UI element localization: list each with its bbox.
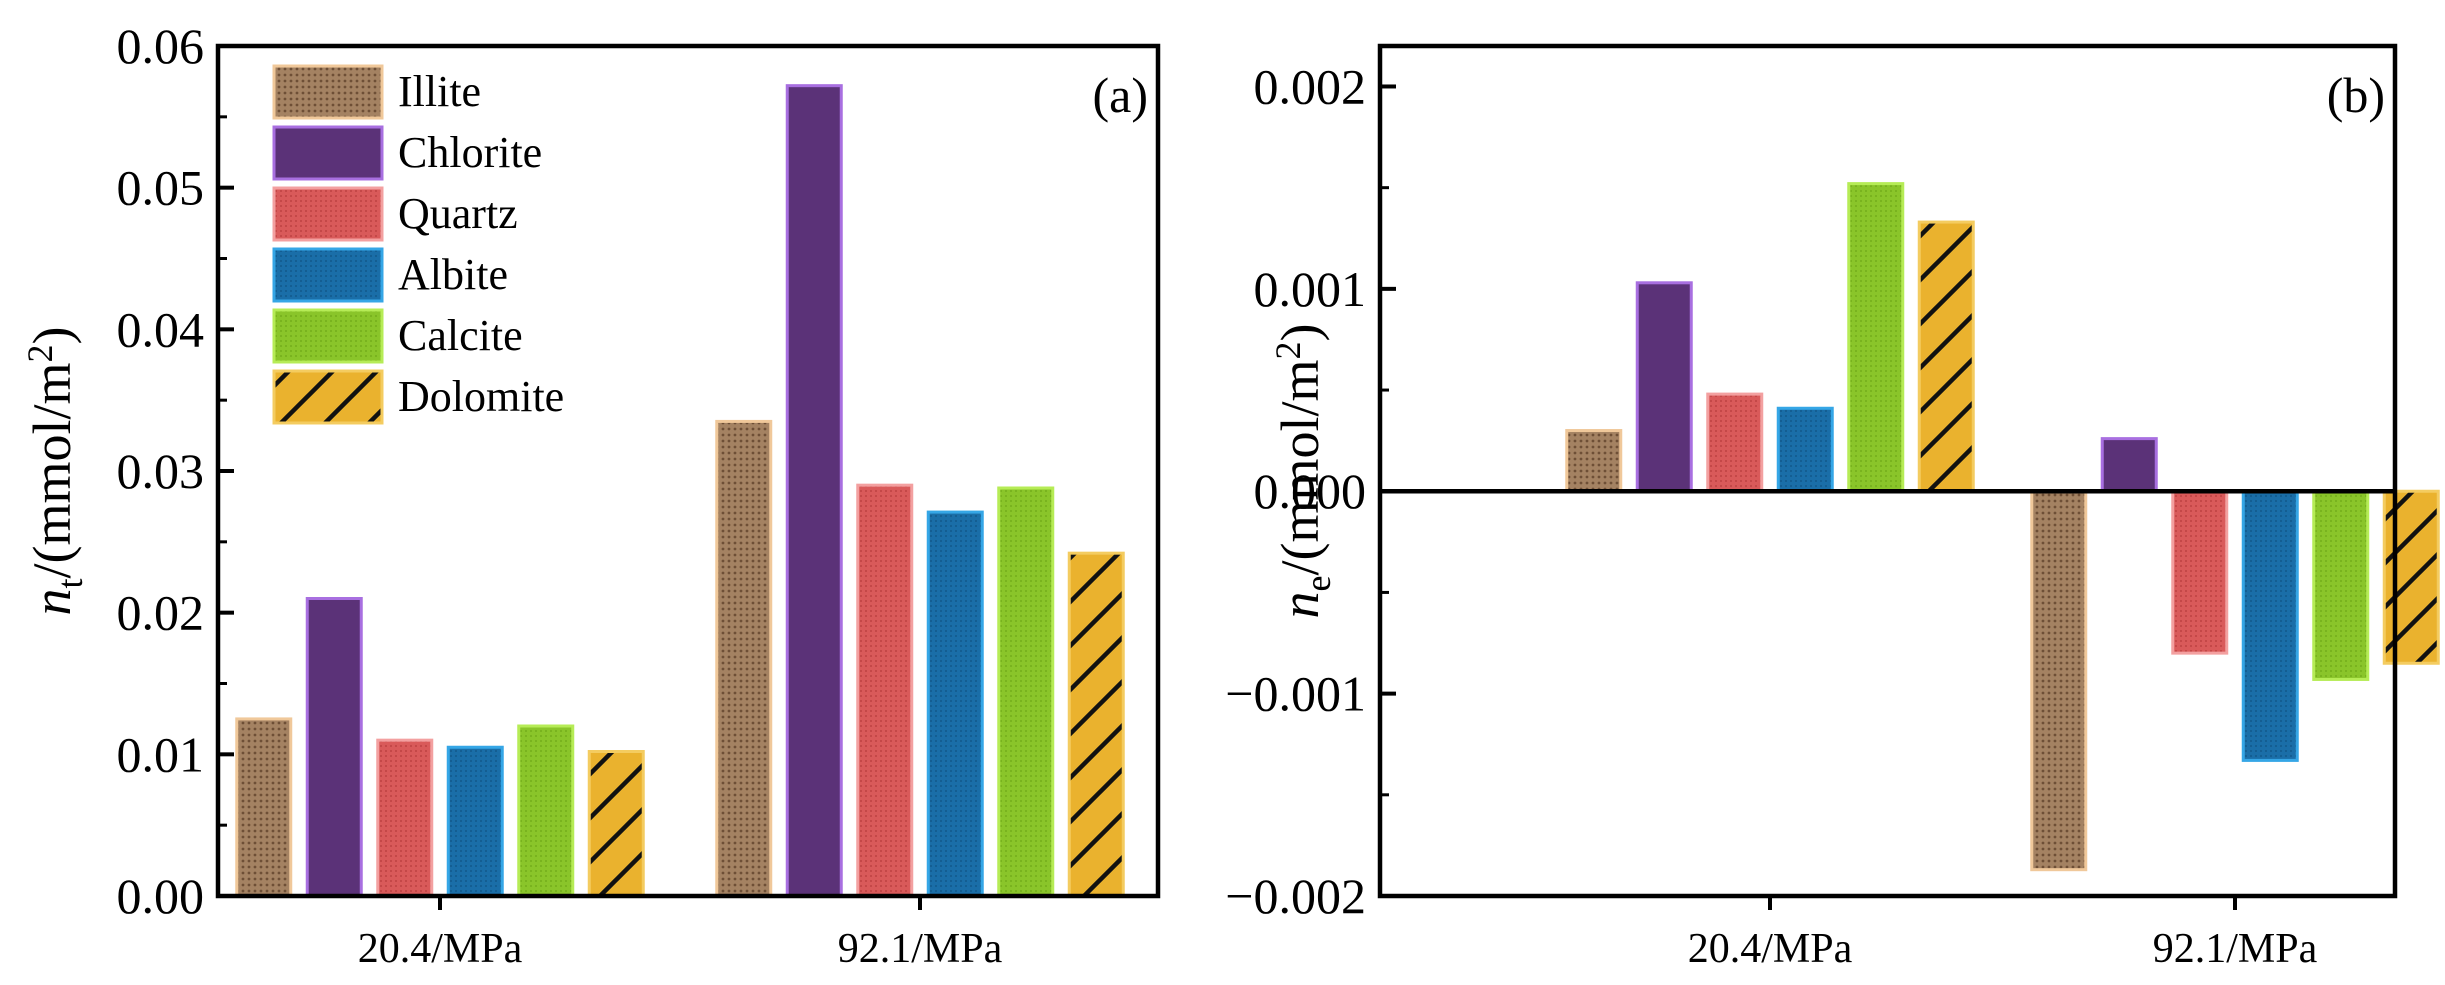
chart-b-y-title-symbol: n xyxy=(1270,591,1330,618)
legend-swatch-illite xyxy=(272,64,384,120)
chart-b-y-title-sub: e xyxy=(1298,576,1338,592)
chart-a-y-title-sub: t xyxy=(50,578,90,588)
bar-illite-20-4-mpa xyxy=(1565,429,1623,493)
x-tick-label: 20.4/MPa xyxy=(358,926,523,972)
y-tick-label: 0.05 xyxy=(117,160,205,216)
y-tick-label: 0.01 xyxy=(117,726,205,782)
bar-dolomite-92-1-mpa xyxy=(2382,489,2440,665)
bar-calcite-92-1-mpa xyxy=(997,486,1055,898)
legend-label-dolomite: Dolomite xyxy=(398,372,564,421)
bar-illite-20-4-mpa xyxy=(235,717,293,898)
bar-calcite-20-4-mpa xyxy=(1847,182,1905,493)
chart-b-frame xyxy=(1377,43,2398,899)
chart-b-y-title-close: ) xyxy=(1270,324,1330,342)
chart-b-y-title: ne/(mmol/m2) xyxy=(1268,324,1338,619)
chart-a-y-title-sup: 2 xyxy=(20,344,60,362)
legend-label-albite: Albite xyxy=(398,250,508,299)
legend-swatch-quartz xyxy=(272,186,384,242)
chart-a-y-title-close: ) xyxy=(22,327,82,345)
bar-quartz-92-1-mpa xyxy=(856,483,914,898)
legend-label-quartz: Quartz xyxy=(398,189,518,238)
y-tick-label: 0.00 xyxy=(117,868,205,924)
bar-chlorite-20-4-mpa xyxy=(1635,281,1693,493)
bar-chlorite-92-1-mpa xyxy=(2100,437,2158,493)
y-tick-label: 0.001 xyxy=(1254,261,1367,317)
y-tick-label: −0.001 xyxy=(1225,666,1366,722)
bar-dolomite-92-1-mpa xyxy=(1067,551,1125,898)
bar-albite-20-4-mpa xyxy=(1776,406,1834,493)
y-tick-label: 0.04 xyxy=(117,301,205,357)
bar-albite-20-4-mpa xyxy=(446,745,504,898)
bar-illite-92-1-mpa xyxy=(2030,489,2088,872)
chart-b-y-axis: −0.002 −0.001 0.000 0.001 0.002 xyxy=(1225,58,1396,924)
chart-a-y-title: nt/(mmol/m2) xyxy=(20,327,90,616)
x-tick-label: 20.4/MPa xyxy=(1688,926,1853,972)
chart-a-bars xyxy=(235,84,1125,898)
legend-swatch-chlorite xyxy=(272,125,384,181)
chart-b: −0.002 −0.001 0.000 0.001 0.002 20.4/MPa 92.1… xyxy=(1225,43,2440,972)
legend-label-calcite: Calcite xyxy=(398,311,523,360)
chart-a-frame xyxy=(215,43,1161,899)
legend-swatch-albite xyxy=(272,247,384,303)
legend-swatch-dolomite xyxy=(272,369,384,425)
bar-chlorite-92-1-mpa xyxy=(785,84,843,898)
chart-a-y-title-unit: /(mmol/m xyxy=(22,362,82,578)
chart-a-y-title-symbol: n xyxy=(22,589,82,616)
bar-dolomite-20-4-mpa xyxy=(1917,220,1975,493)
chart-b-bars xyxy=(1565,182,2440,872)
y-tick-label: −0.002 xyxy=(1225,868,1366,924)
bar-quartz-20-4-mpa xyxy=(376,738,434,898)
y-tick-label: 0.03 xyxy=(117,443,205,499)
chart-b-y-title-unit: /(mmol/m xyxy=(1270,360,1330,576)
chart-a-legend: Illite Chlorite Quartz Albite Calcite Dolomit… xyxy=(272,64,564,425)
bar-illite-92-1-mpa xyxy=(715,419,773,898)
legend-label-illite: Illite xyxy=(398,67,481,116)
chart-a: 0.00 0.01 0.02 0.03 0.04 0.05 0.06 20.4/MPa 92.… xyxy=(20,18,1161,972)
bar-calcite-20-4-mpa xyxy=(517,724,575,898)
chart-a-x-axis: 20.4/MPa 92.1/MPa xyxy=(358,896,1003,972)
x-tick-label: 92.1/MPa xyxy=(2153,926,2318,972)
chart-a-panel-label: (a) xyxy=(1093,67,1149,123)
bar-calcite-92-1-mpa xyxy=(2312,489,2370,681)
legend-swatch-calcite xyxy=(272,308,384,364)
y-tick-label: 0.02 xyxy=(117,585,205,641)
y-tick-label: 0.06 xyxy=(117,18,205,74)
y-tick-label: 0.000 xyxy=(1254,463,1367,519)
x-tick-label: 92.1/MPa xyxy=(838,926,1003,972)
bar-dolomite-20-4-mpa xyxy=(587,750,645,898)
chart-b-y-title-sup: 2 xyxy=(1268,342,1308,360)
chart-b-x-axis: 20.4/MPa 92.1/MPa xyxy=(1688,896,2318,972)
bar-quartz-92-1-mpa xyxy=(2171,489,2229,655)
bar-chlorite-20-4-mpa xyxy=(305,597,363,898)
bar-quartz-20-4-mpa xyxy=(1706,392,1764,493)
chart-a-y-axis: 0.00 0.01 0.02 0.03 0.04 0.05 0.06 xyxy=(117,18,234,924)
y-tick-label: 0.002 xyxy=(1254,58,1367,114)
chart-b-panel-label: (b) xyxy=(2327,67,2385,123)
legend-label-chlorite: Chlorite xyxy=(398,128,542,177)
bar-albite-92-1-mpa xyxy=(2241,489,2299,762)
bar-albite-92-1-mpa xyxy=(926,510,984,898)
